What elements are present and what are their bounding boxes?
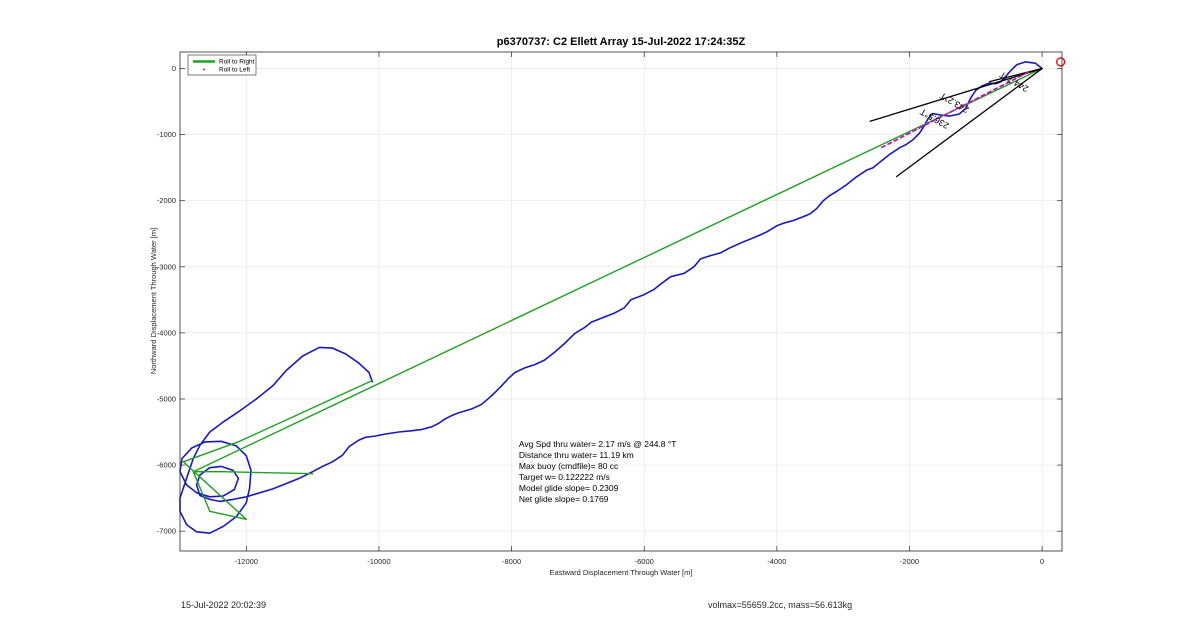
y-tick-label: -3000 [157,262,176,271]
stats-annotation-line: Target w= 0.122222 m/s [519,472,610,482]
ticks: -12000 -10000 -8000 -6000 -4000 -2000 0 0 -1000 -… [157,52,1062,566]
heading-line [869,67,1043,123]
x-tick-label: -10000 [367,557,390,566]
plot-area [180,52,1062,551]
legend-label-roll-right: Roll to Right [219,59,255,66]
x-tick-label: -4000 [767,557,786,566]
y-tick-label: -5000 [157,394,176,403]
x-tick-label: 0 [1040,557,1044,566]
stats-annotation-line: Net glide slope= 0.1769 [519,494,609,504]
stats-annotation-line: Model glide slope= 0.2309 [519,483,619,493]
stats-annotation-line: Max buoy (cmdfile)= 80 cc [519,461,619,471]
end-position-marker [1055,57,1066,67]
heading-line [895,67,1043,178]
footer-timestamp: 15-Jul-2022 20:02:39 [181,600,267,610]
x-axis-label: Eastward Displacement Through Water [m] [550,568,693,577]
footer-volmax-mass: volmax=55659.2cc, mass=56.613kg [708,600,853,610]
x-tick-label: -12000 [235,557,258,566]
glider-track-line [179,61,1043,534]
legend: Roll to Right Roll to Left [187,54,257,76]
chart-title: p6370737: C2 Ellett Array 15-Jul-2022 17… [497,36,746,48]
y-tick-label: -4000 [157,328,176,337]
legend-dot-roll-left [203,68,205,71]
stats-annotation: Avg Spd thru water= 2.17 m/s @ 244.8 °TD… [519,439,677,504]
roll-right-segment-line [182,379,373,520]
stats-annotation-line: Distance thru water= 11.19 km [519,450,634,460]
y-tick-label: -7000 [157,527,176,536]
y-tick-label: -1000 [157,130,176,139]
y-tick-label: -6000 [157,461,176,470]
y-axis-label: Northward Displacement Through Water [m] [149,228,158,374]
y-tick-label: 0 [172,64,176,73]
y-tick-label: -2000 [157,196,176,205]
series-layer [179,61,1043,534]
axes-box [179,51,1063,552]
legend-box [187,54,257,76]
heading-line [988,67,1043,83]
x-tick-label: -2000 [900,557,919,566]
roll-right-segment-line [192,67,1043,473]
x-tick-label: -6000 [635,557,654,566]
x-tick-label: -8000 [502,557,521,566]
stats-annotation-line: Avg Spd thru water= 2.17 m/s @ 244.8 °T [519,439,677,449]
grid [180,52,1062,551]
legend-label-roll-left: Roll to Left [219,67,250,74]
